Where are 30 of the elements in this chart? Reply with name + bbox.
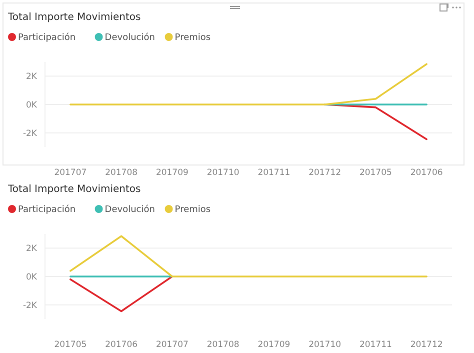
legend-label: Participación xyxy=(18,32,76,43)
y-tick-label: -2K xyxy=(22,300,38,311)
legend-label: Premios xyxy=(174,33,211,43)
x-tick-label: 201710 xyxy=(206,168,240,178)
x-tick-label: 201709 xyxy=(258,340,290,350)
legend-label: Participación xyxy=(18,204,76,215)
x-tick-label: 201712 xyxy=(410,340,443,350)
y-tick-label: 0K xyxy=(26,100,38,110)
x-tick-label: 201709 xyxy=(156,168,188,178)
x-tick-label: 201706 xyxy=(410,168,443,178)
y-tick-label: 2K xyxy=(26,72,38,82)
chart-title: Total Importe Movimientos xyxy=(7,184,141,195)
legend-label: Premios xyxy=(174,205,211,215)
legend-label: Devolución xyxy=(104,204,155,215)
x-tick-label: 201706 xyxy=(105,340,138,350)
x-tick-label: 201711 xyxy=(258,168,290,178)
x-tick-label: 201707 xyxy=(156,340,188,350)
x-tick-label: 201707 xyxy=(54,168,87,178)
chart-title: Total Importe Movimientos xyxy=(7,12,141,23)
y-tick-label: 2K xyxy=(26,244,38,254)
x-tick-label: 201705 xyxy=(359,168,392,178)
x-tick-label: 201705 xyxy=(54,340,87,350)
x-tick-label: 201712 xyxy=(308,168,342,178)
y-tick-label: 0K xyxy=(26,272,38,282)
x-tick-label: 201708 xyxy=(105,168,138,178)
legend-label: Devolución xyxy=(104,32,155,43)
x-tick-label: 201711 xyxy=(359,340,392,350)
y-tick-label: -2K xyxy=(22,128,38,139)
x-tick-label: 201710 xyxy=(308,340,342,350)
x-tick-label: 201708 xyxy=(206,340,240,350)
